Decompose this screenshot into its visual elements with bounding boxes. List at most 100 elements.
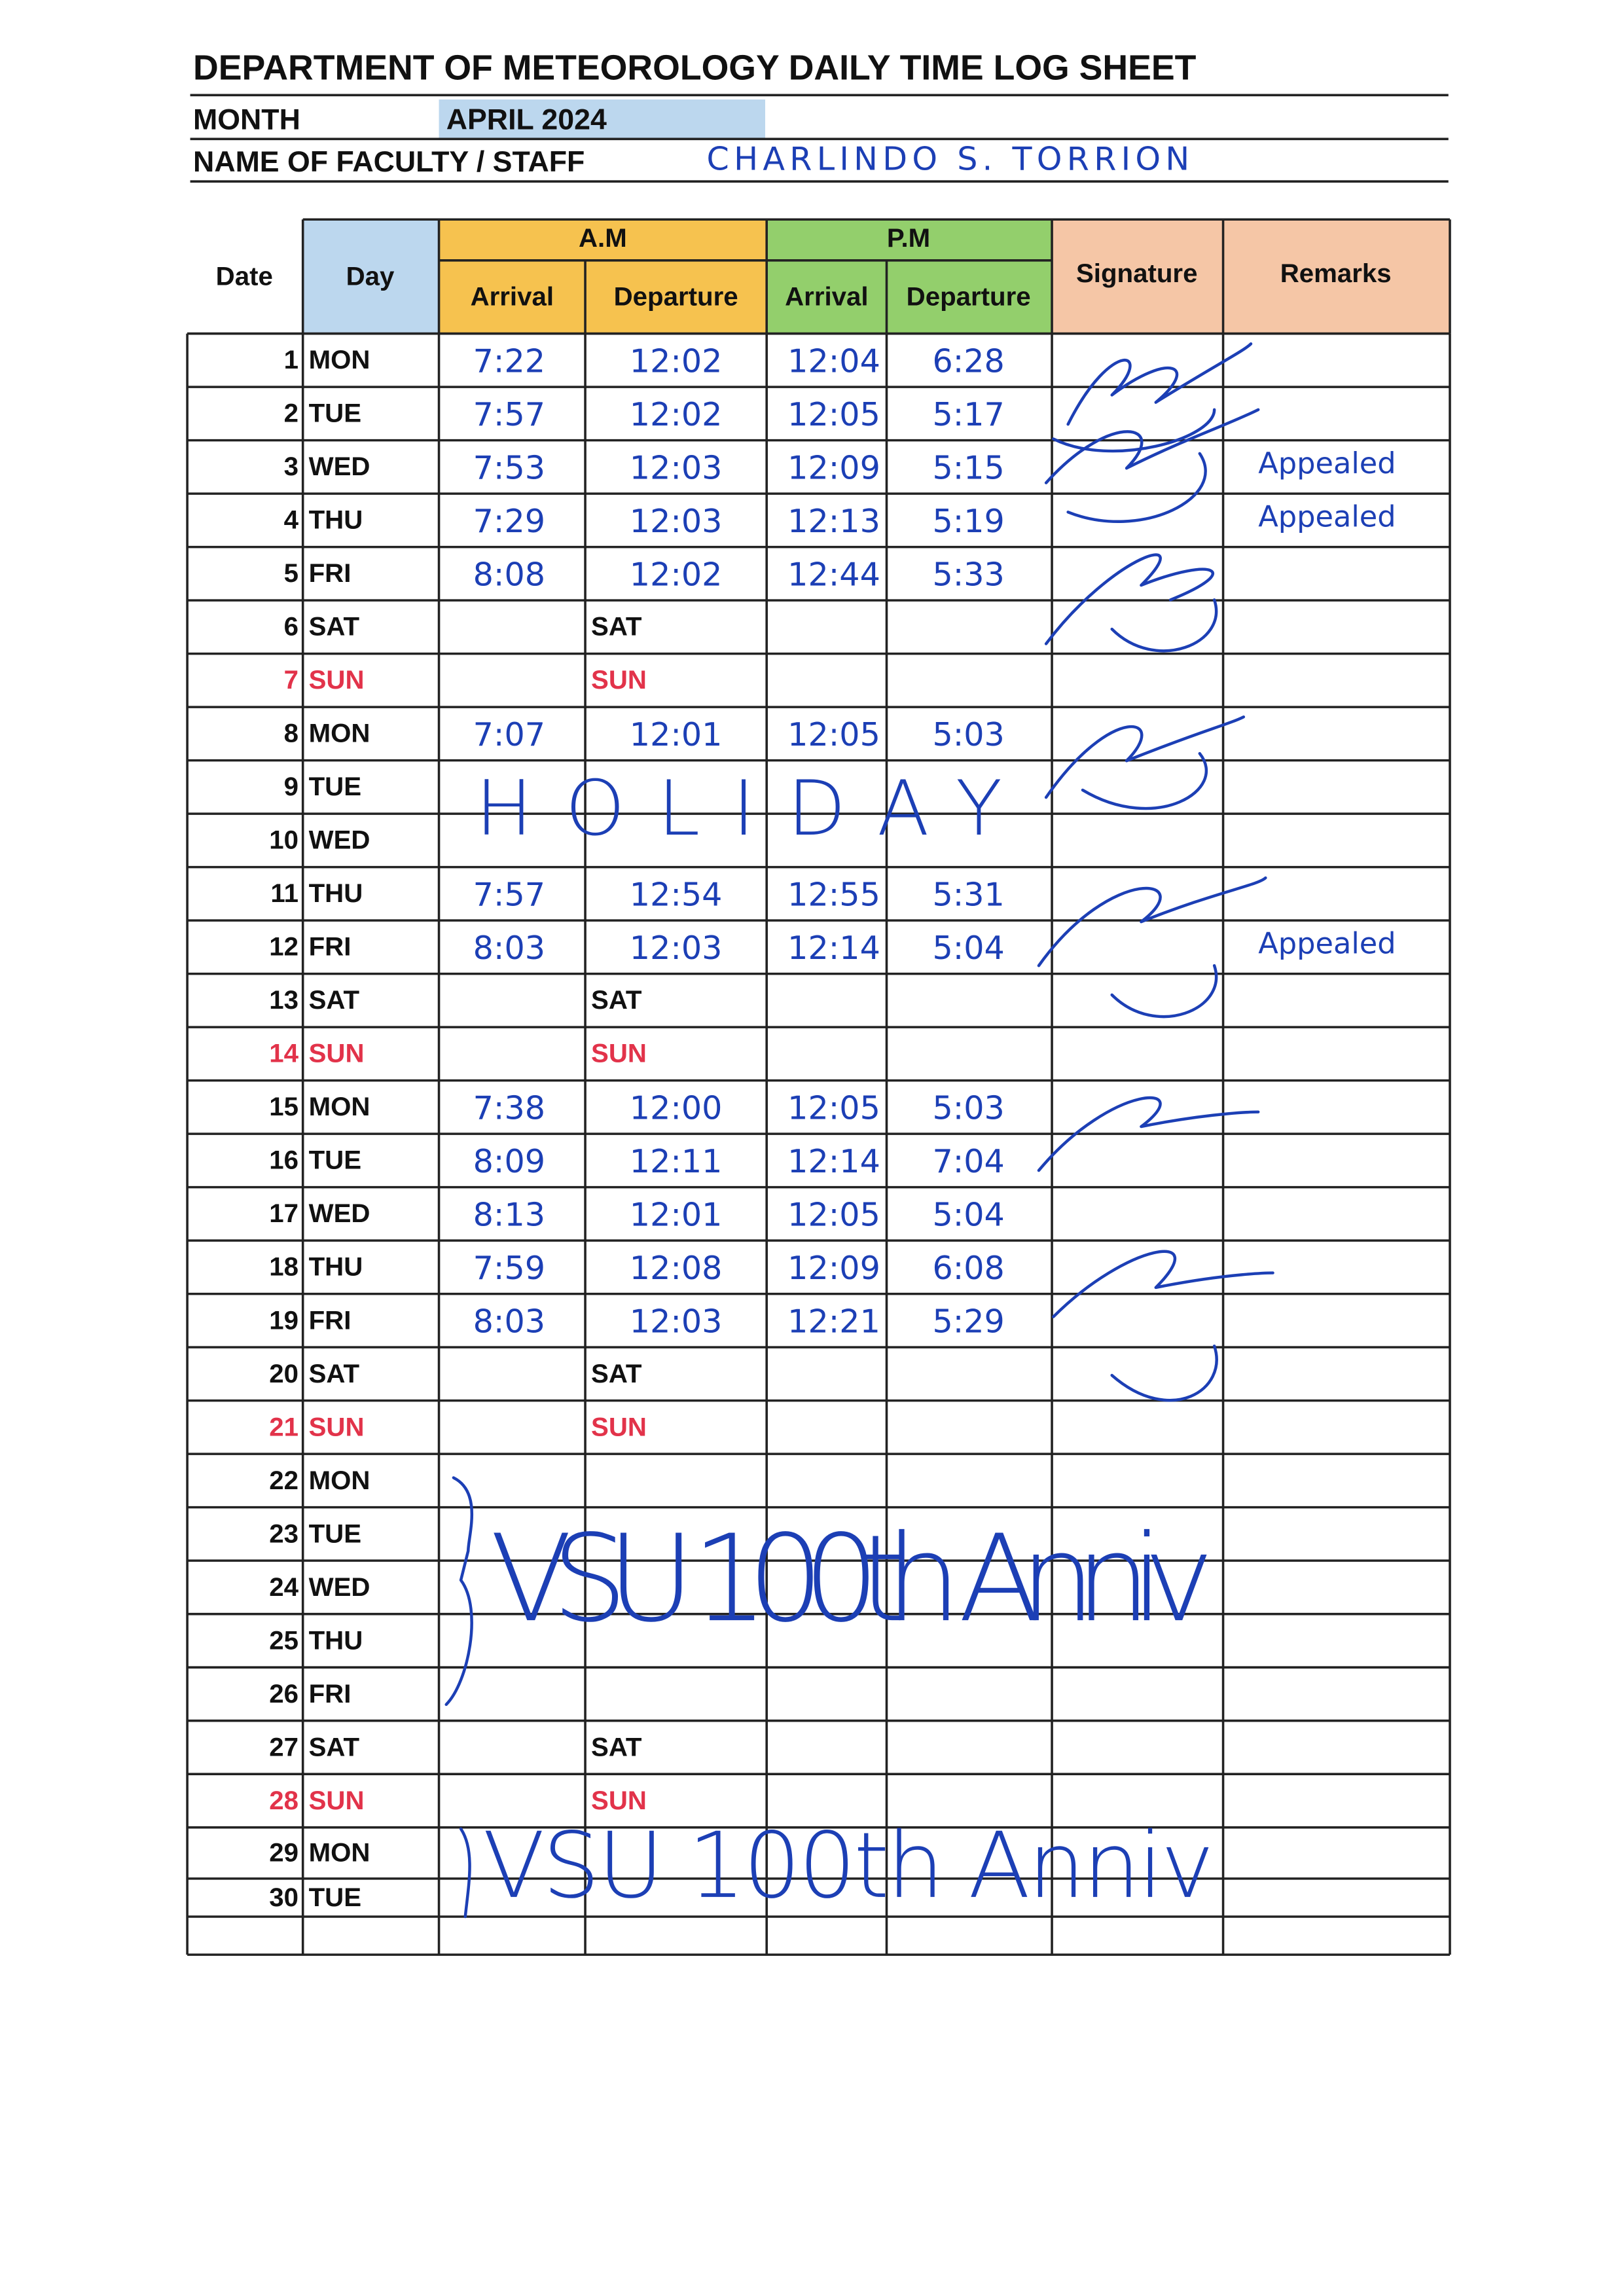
date: 4 (284, 505, 299, 535)
annotation: VSU 100th Anniv (483, 1813, 1215, 1919)
date: 11 (270, 878, 298, 908)
weekend-mark: SUN (591, 1412, 647, 1441)
signatures (444, 342, 1274, 1919)
day: THU (309, 1252, 363, 1282)
date: 12 (269, 932, 298, 962)
time-entry: 5:19 (932, 502, 1004, 540)
time-entry: 5:33 (932, 555, 1004, 593)
day: SUN (309, 1039, 365, 1068)
bracket (444, 1476, 474, 1919)
date: 7 (284, 665, 298, 695)
time-entry: 12:03 (630, 502, 723, 540)
time-entry: 5:15 (932, 448, 1004, 486)
time-entry: 5:03 (932, 1089, 1004, 1127)
time-entry: 12:00 (630, 1089, 723, 1127)
time-entry: 12:04 (787, 342, 880, 380)
date: 1 (284, 345, 298, 374)
time-entry: 12:14 (787, 929, 880, 967)
day: WED (309, 452, 370, 481)
weekend-mark: SAT (591, 612, 642, 642)
time-entry: 5:31 (932, 875, 1004, 913)
time-entry: 8:09 (473, 1142, 545, 1180)
day: SUN (309, 1786, 365, 1815)
time-entry: 12:44 (787, 555, 880, 593)
weekend-mark: SUN (591, 1786, 647, 1815)
day: SAT (309, 612, 360, 642)
time-entry: 7:38 (473, 1089, 545, 1127)
column-header: Arrival (785, 282, 868, 312)
date: 3 (284, 452, 298, 481)
month: APRIL 2024 (446, 103, 607, 136)
day: SUN (309, 1412, 365, 1441)
day: TUE (309, 1883, 361, 1912)
date: 18 (269, 1252, 298, 1282)
day: MON (309, 719, 370, 748)
name-label: NAME OF FACULTY / STAFF (193, 146, 585, 178)
day: SAT (309, 1732, 360, 1762)
column-header: A.M (579, 223, 627, 253)
day: FRI (309, 1305, 352, 1335)
date: 20 (269, 1359, 298, 1388)
date: 24 (269, 1572, 298, 1602)
column-header: Departure (614, 282, 738, 312)
time-entry: 7:07 (473, 715, 545, 753)
day: TUE (309, 399, 361, 428)
date: 30 (269, 1883, 298, 1912)
signature (1052, 342, 1253, 453)
time-entry: 6:28 (932, 342, 1004, 380)
day: FRI (309, 1679, 352, 1708)
time-entry: 12:05 (787, 1089, 880, 1127)
month-highlight (439, 99, 765, 139)
column-header: Signature (1076, 259, 1197, 288)
signature (1044, 553, 1218, 653)
weekend-mark: SAT (591, 1359, 642, 1388)
time-entry: 6:08 (932, 1249, 1004, 1287)
annotation: VSU 100th Anniv (490, 1509, 1214, 1649)
date: 6 (284, 612, 298, 642)
time-entry: 12:05 (787, 395, 880, 433)
day: SAT (309, 985, 360, 1015)
date: 13 (269, 985, 298, 1015)
time-entry: 7:57 (473, 395, 545, 433)
time-entry: 7:57 (473, 875, 545, 913)
time-entry: 8:13 (473, 1195, 545, 1233)
time-entry: 5:04 (932, 929, 1004, 967)
date: 5 (284, 558, 298, 588)
weekend-mark: SUN (591, 1039, 647, 1068)
time-entry: 7:22 (473, 342, 545, 380)
time-entry: 7:59 (473, 1249, 545, 1287)
remark: Appealed (1258, 446, 1396, 480)
date: 25 (269, 1625, 298, 1655)
time-entry: 12:05 (787, 1195, 880, 1233)
date: 26 (269, 1679, 298, 1708)
date: 15 (269, 1092, 298, 1121)
column-header: Date (216, 261, 273, 291)
date: 2 (284, 399, 298, 428)
time-entry: 8:08 (473, 555, 545, 593)
day: MON (309, 345, 370, 374)
title: DEPARTMENT OF METEOROLOGY DAILY TIME LOG… (193, 48, 1197, 87)
day: FRI (309, 558, 352, 588)
day: TUE (309, 772, 361, 801)
time-entry: 12:01 (630, 1195, 723, 1233)
time-entry: 12:55 (787, 875, 880, 913)
date: 27 (269, 1732, 298, 1762)
date: 29 (269, 1838, 298, 1868)
time-entry: 5:17 (932, 395, 1004, 433)
signature (1044, 408, 1260, 523)
time-entry: 12:03 (630, 929, 723, 967)
time-entry: 8:03 (473, 929, 545, 967)
remark: Appealed (1258, 927, 1396, 961)
date: 23 (269, 1519, 298, 1548)
signature (1037, 1096, 1274, 1402)
day: WED (309, 825, 370, 855)
staff-name: CHARLINDO S. TORRION (707, 139, 1190, 177)
date: 21 (269, 1412, 298, 1441)
time-entry: 12:03 (630, 448, 723, 486)
time-entry: 12:05 (787, 715, 880, 753)
date: 14 (269, 1039, 298, 1068)
day: MON (309, 1092, 370, 1121)
time-entry: 12:11 (630, 1142, 723, 1180)
